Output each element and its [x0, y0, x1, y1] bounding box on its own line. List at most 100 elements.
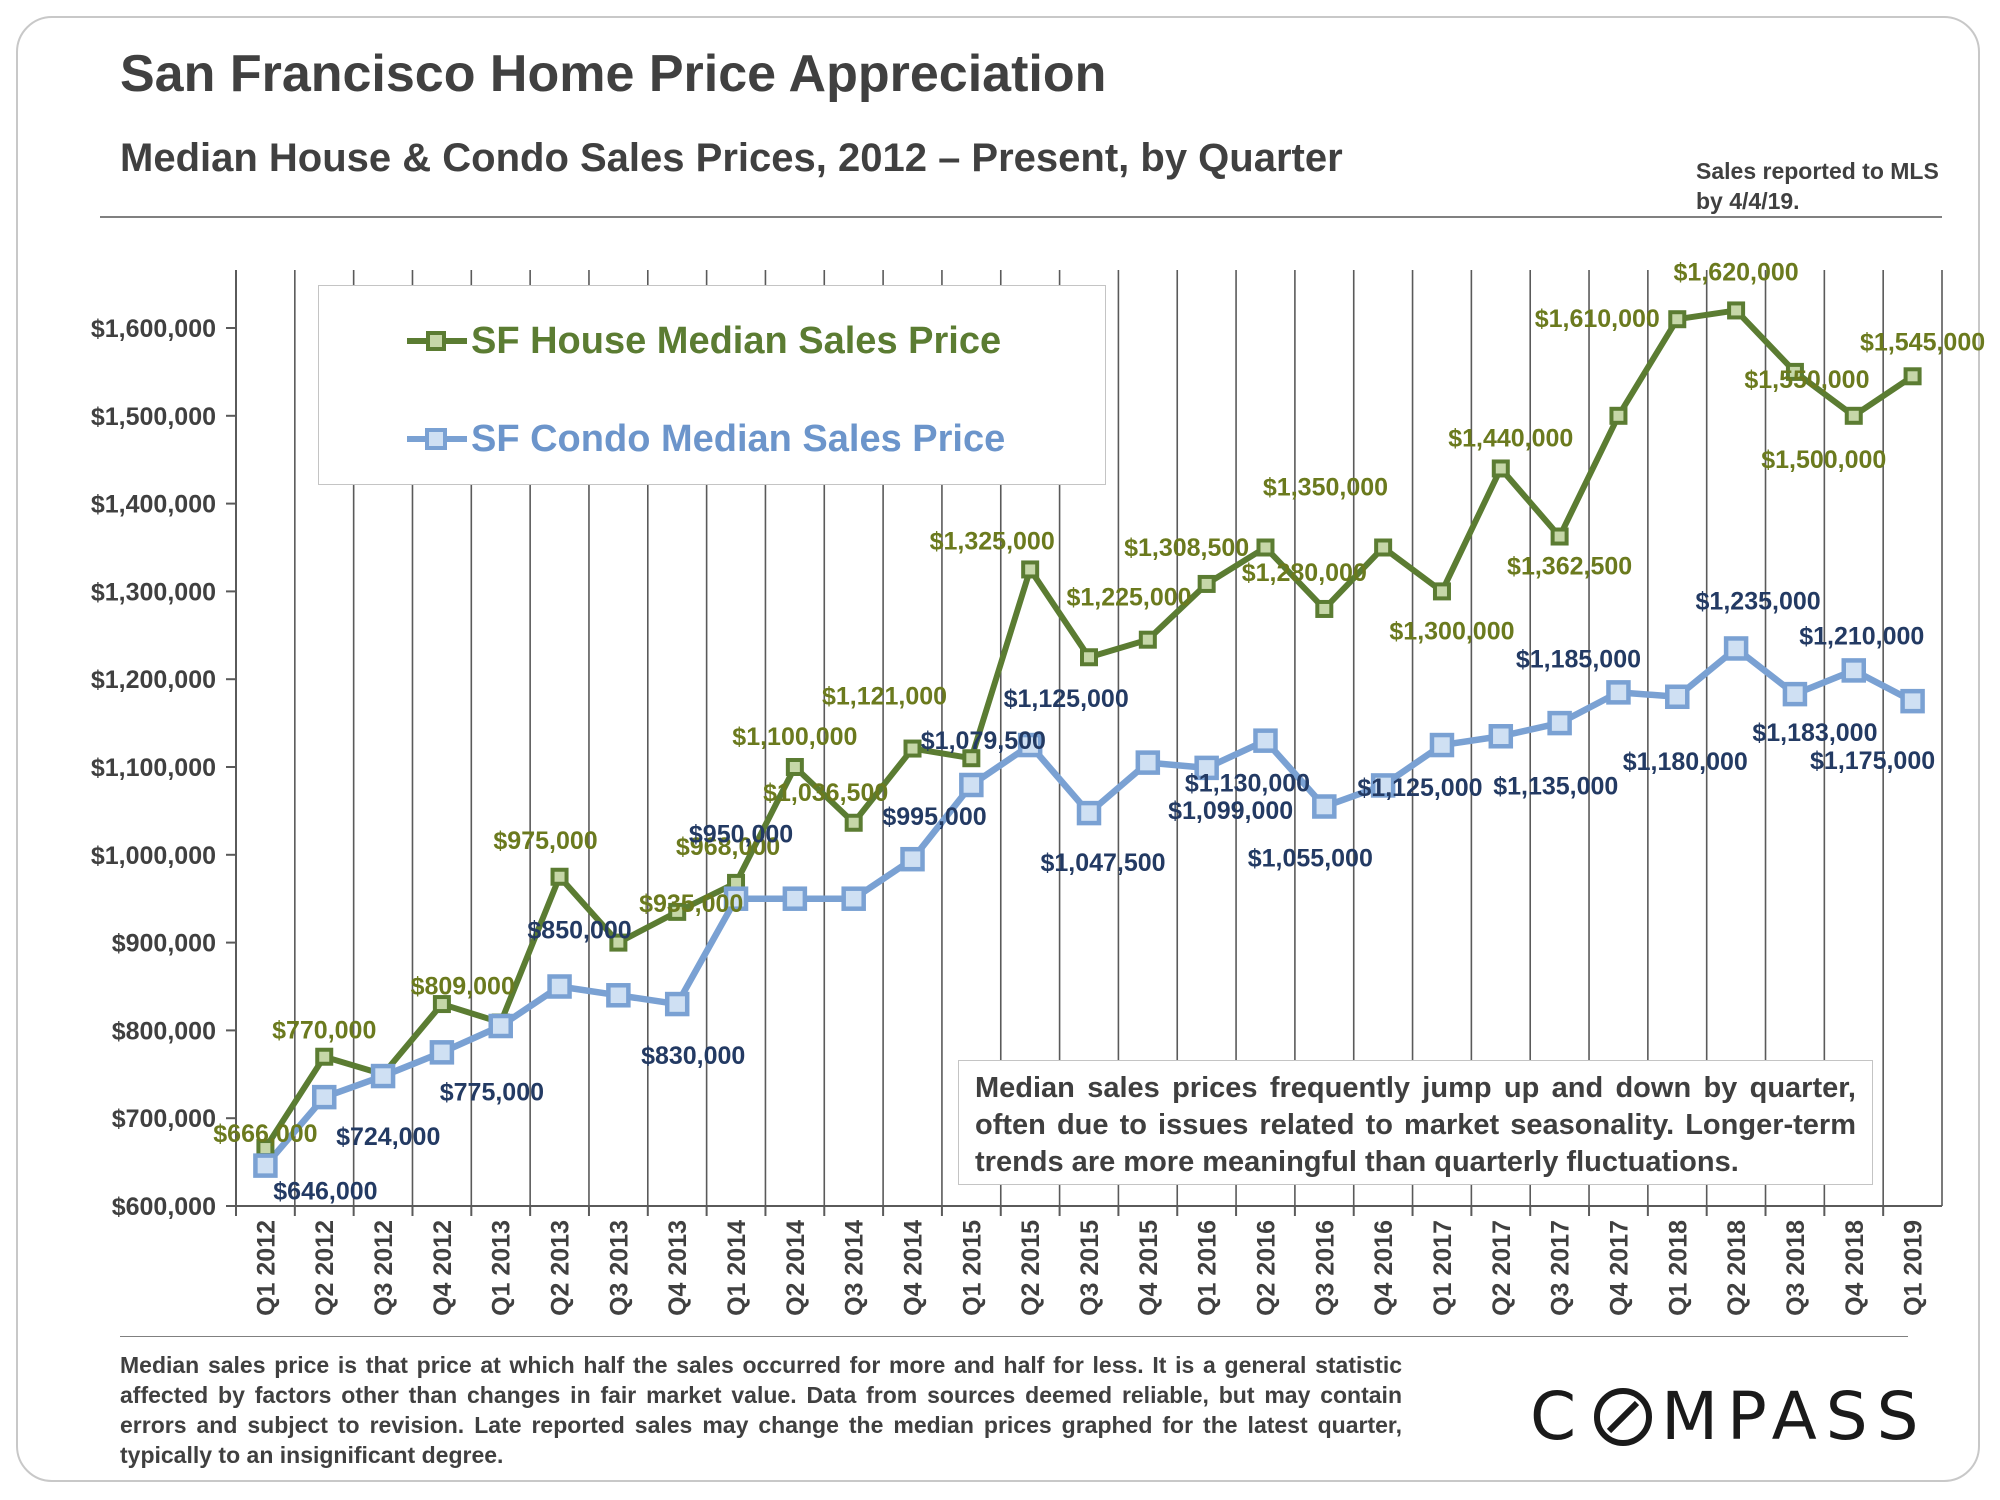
- condo-data-label: $1,130,000: [1185, 770, 1310, 798]
- condo-point-marker: [1665, 684, 1690, 710]
- house-data-label: $1,500,000: [1761, 446, 1886, 474]
- house-point-marker: [844, 813, 863, 832]
- house-data-label: $1,036,500: [763, 779, 888, 807]
- house-data-label: $1,325,000: [930, 527, 1055, 555]
- condo-data-label: $775,000: [440, 1078, 544, 1106]
- x-tick-label: Q3 2014: [841, 1220, 869, 1316]
- x-tick-label: Q4 2012: [429, 1220, 457, 1316]
- house-point-marker: [550, 867, 569, 886]
- condo-point-marker: [1606, 680, 1631, 705]
- x-tick-label: Q3 2012: [370, 1220, 398, 1316]
- y-tick-label: $1,000,000: [91, 842, 216, 870]
- house-data-label: $1,362,500: [1507, 553, 1632, 581]
- house-point-marker: [1080, 648, 1098, 667]
- footer-divider: [120, 1336, 1908, 1337]
- x-tick-label: Q3 2015: [1076, 1220, 1104, 1316]
- house-legend-swatch-icon: [407, 331, 467, 351]
- house-point-marker: [1491, 459, 1510, 478]
- legend-label-house: SF House Median Sales Price: [471, 319, 1002, 362]
- condo-data-label: $724,000: [336, 1123, 440, 1151]
- condo-point-marker: [841, 886, 866, 911]
- house-point-marker: [1727, 301, 1746, 320]
- x-tick-label: Q2 2018: [1723, 1220, 1751, 1316]
- house-data-label: $968,000: [676, 833, 780, 861]
- legend-item-condo: SF Condo Median Sales Price: [405, 414, 1005, 464]
- condo-data-label: $1,180,000: [1623, 748, 1748, 776]
- house-point-marker: [1021, 560, 1040, 579]
- x-tick-label: Q1 2017: [1429, 1220, 1457, 1316]
- condo-point-marker: [1723, 636, 1749, 661]
- house-data-label: $809,000: [411, 972, 515, 1000]
- condo-point-marker: [1370, 773, 1396, 798]
- x-tick-label: Q3 2018: [1782, 1220, 1810, 1316]
- house-data-label: $1,225,000: [1066, 583, 1191, 611]
- x-tick-label: Q3 2016: [1311, 1220, 1339, 1316]
- condo-point-marker: [1135, 750, 1161, 775]
- house-point-marker: [1197, 574, 1216, 593]
- y-tick-label: $1,100,000: [91, 754, 216, 782]
- x-tick-label: Q2 2012: [311, 1220, 339, 1316]
- x-tick-label: Q2 2014: [782, 1220, 810, 1316]
- condo-legend-swatch-icon: [407, 428, 467, 450]
- x-tick-label: Q1 2015: [958, 1220, 986, 1316]
- x-tick-label: Q4 2013: [664, 1220, 692, 1316]
- house-point-marker: [1315, 599, 1334, 618]
- x-tick-label: Q1 2019: [1900, 1220, 1928, 1316]
- x-tick-label: Q1 2013: [488, 1220, 516, 1316]
- condo-data-label: $1,047,500: [1040, 849, 1165, 877]
- x-tick-label: Q1 2014: [723, 1220, 751, 1316]
- house-point-marker: [1609, 406, 1628, 425]
- house-data-label: $1,100,000: [732, 723, 857, 751]
- condo-point-marker: [1076, 800, 1102, 826]
- condo-data-label: $1,099,000: [1168, 797, 1293, 825]
- condo-point-marker: [429, 1040, 455, 1065]
- house-point-marker: [1138, 630, 1157, 649]
- condo-point-marker: [1782, 681, 1808, 707]
- house-data-label: $1,610,000: [1535, 305, 1660, 333]
- house-point-marker: [903, 739, 922, 758]
- house-point-marker: [1256, 538, 1275, 557]
- x-tick-label: Q4 2018: [1841, 1220, 1869, 1316]
- house-data-label: $1,550,000: [1744, 366, 1869, 394]
- house-data-label: $975,000: [493, 827, 597, 855]
- condo-point-marker: [370, 1063, 396, 1089]
- x-tick-label: Q2 2016: [1252, 1220, 1280, 1316]
- condo-data-label: $1,235,000: [1696, 587, 1821, 615]
- condo-point-marker: [723, 886, 749, 911]
- house-data-label: $1,440,000: [1448, 424, 1573, 452]
- condo-data-label: $1,210,000: [1799, 622, 1924, 650]
- condo-point-marker: [1429, 732, 1455, 758]
- chart-subtitle: Median House & Condo Sales Prices, 2012 …: [120, 136, 1343, 180]
- condo-data-label: $1,079,500: [921, 727, 1046, 755]
- house-data-label: $1,121,000: [822, 683, 947, 711]
- condo-data-label: $850,000: [527, 917, 631, 945]
- house-data-label: $1,300,000: [1389, 617, 1514, 645]
- y-tick-label: $800,000: [112, 1017, 216, 1045]
- compass-o-icon: [1594, 1387, 1653, 1446]
- house-data-label: $666,000: [213, 1120, 317, 1148]
- y-tick-label: $900,000: [112, 930, 216, 958]
- x-tick-label: Q2 2013: [547, 1220, 575, 1316]
- x-tick-label: Q2 2015: [1017, 1220, 1045, 1316]
- footer-disclaimer: Median sales price is that price at whic…: [120, 1352, 1402, 1468]
- condo-data-label: $950,000: [689, 821, 793, 849]
- condo-point-marker: [253, 1153, 278, 1178]
- condo-point-marker: [900, 846, 925, 872]
- report-date-note: Sales reported to MLS by 4/4/19.: [1696, 158, 1939, 214]
- house-data-label: $1,545,000: [1860, 328, 1985, 356]
- condo-data-label: $830,000: [641, 1042, 745, 1070]
- x-tick-label: Q3 2017: [1547, 1220, 1575, 1316]
- y-tick-label: $700,000: [112, 1105, 216, 1133]
- condo-data-label: $1,125,000: [1357, 774, 1482, 802]
- house-point-marker: [609, 933, 628, 952]
- compass-logo: C MPASS: [1530, 1378, 1928, 1455]
- condo-data-label: $646,000: [273, 1178, 377, 1206]
- house-data-label: $1,350,000: [1263, 474, 1388, 502]
- chart-title: San Francisco Home Price Appreciation: [120, 45, 1107, 103]
- house-point-marker: [668, 902, 687, 921]
- house-point-marker: [1785, 362, 1804, 381]
- condo-point-marker: [1488, 724, 1514, 749]
- seasonality-callout: Median sales prices frequently jump up a…: [958, 1060, 1873, 1185]
- condo-point-marker: [1017, 732, 1043, 758]
